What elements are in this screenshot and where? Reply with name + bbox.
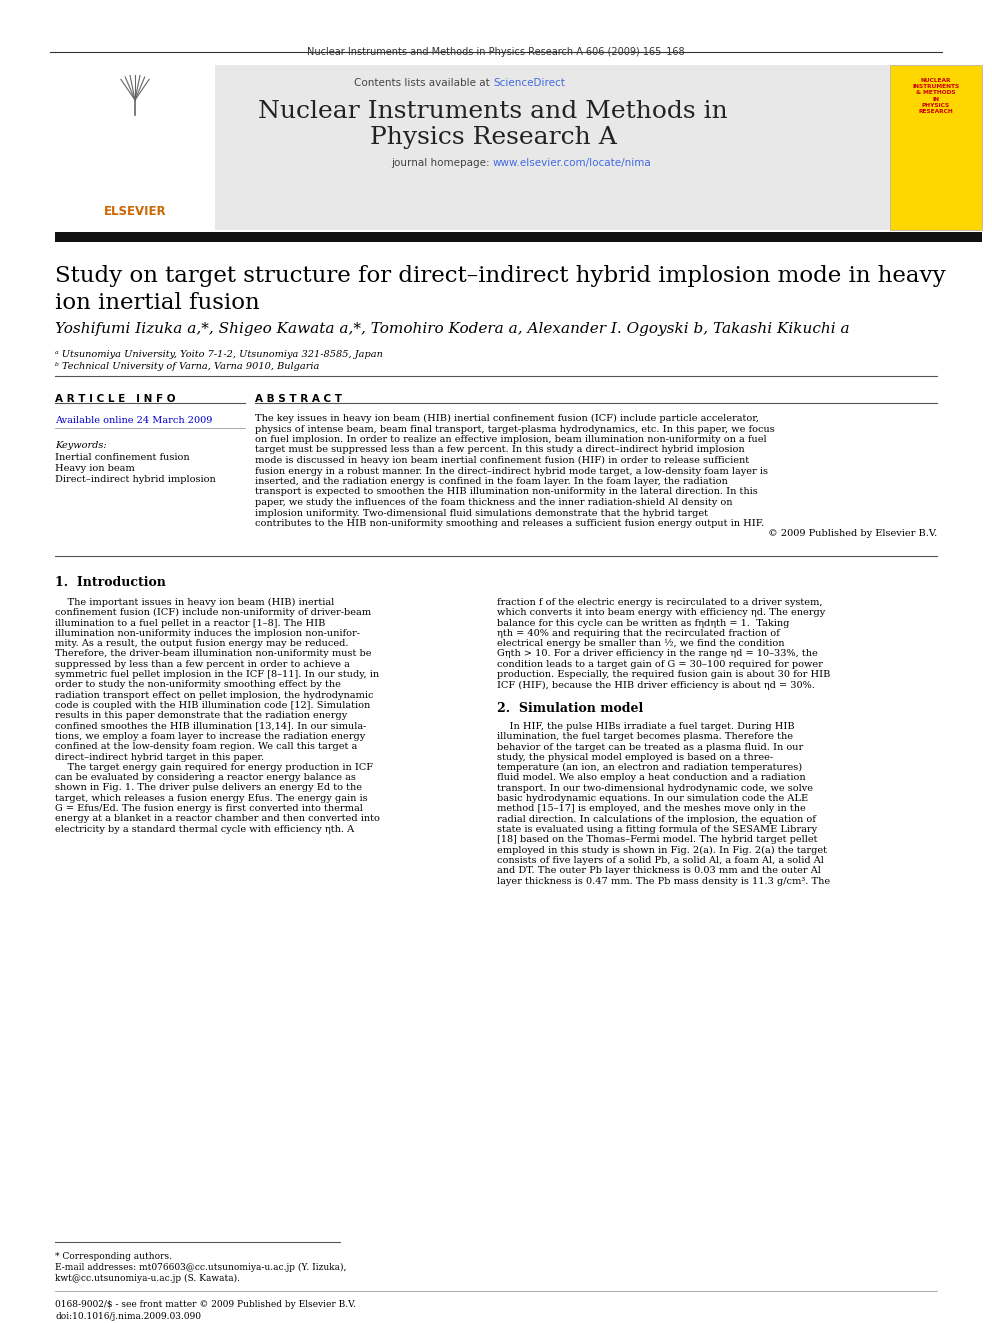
Text: study, the physical model employed is based on a three-: study, the physical model employed is ba… — [497, 753, 773, 762]
Text: A R T I C L E   I N F O: A R T I C L E I N F O — [55, 394, 176, 404]
Text: balance for this cycle can be written as fηdηth = 1.  Taking: balance for this cycle can be written as… — [497, 619, 790, 627]
Text: The key issues in heavy ion beam (HIB) inertial confinement fusion (ICF) include: The key issues in heavy ion beam (HIB) i… — [255, 414, 759, 423]
Text: 0168-9002/$ - see front matter © 2009 Published by Elsevier B.V.: 0168-9002/$ - see front matter © 2009 Pu… — [55, 1301, 356, 1308]
Text: radial direction. In calculations of the implosion, the equation of: radial direction. In calculations of the… — [497, 815, 815, 824]
Text: target must be suppressed less than a few percent. In this study a direct–indire: target must be suppressed less than a fe… — [255, 446, 745, 455]
Text: implosion uniformity. Two-dimensional fluid simulations demonstrate that the hyb: implosion uniformity. Two-dimensional fl… — [255, 508, 708, 517]
Text: Nuclear Instruments and Methods in: Nuclear Instruments and Methods in — [258, 101, 728, 123]
Text: journal homepage:: journal homepage: — [391, 157, 493, 168]
Text: ScienceDirect: ScienceDirect — [493, 78, 564, 89]
Text: direct–indirect hybrid target in this paper.: direct–indirect hybrid target in this pa… — [55, 753, 264, 762]
Text: confined at the low-density foam region. We call this target a: confined at the low-density foam region.… — [55, 742, 357, 751]
Text: mity. As a result, the output fusion energy may be reduced.: mity. As a result, the output fusion ene… — [55, 639, 348, 648]
Text: [18] based on the Thomas–Fermi model. The hybrid target pellet: [18] based on the Thomas–Fermi model. Th… — [497, 835, 817, 844]
Text: order to study the non-uniformity smoothing effect by the: order to study the non-uniformity smooth… — [55, 680, 341, 689]
Text: basic hydrodynamic equations. In our simulation code the ALE: basic hydrodynamic equations. In our sim… — [497, 794, 808, 803]
Text: employed in this study is shown in Fig. 2(a). In Fig. 2(a) the target: employed in this study is shown in Fig. … — [497, 845, 827, 855]
Text: transport. In our two-dimensional hydrodynamic code, we solve: transport. In our two-dimensional hydrod… — [497, 783, 813, 792]
Text: Available online 24 March 2009: Available online 24 March 2009 — [55, 415, 212, 425]
Text: www.elsevier.com/locate/nima: www.elsevier.com/locate/nima — [493, 157, 652, 168]
Text: illumination non-uniformity induces the implosion non-unifor-: illumination non-uniformity induces the … — [55, 628, 360, 638]
Text: NUCLEAR
INSTRUMENTS
& METHODS
IN
PHYSICS
RESEARCH: NUCLEAR INSTRUMENTS & METHODS IN PHYSICS… — [913, 78, 959, 114]
Text: consists of five layers of a solid Pb, a solid Al, a foam Al, a solid Al: consists of five layers of a solid Pb, a… — [497, 856, 824, 865]
Text: inserted, and the radiation energy is confined in the foam layer. In the foam la: inserted, and the radiation energy is co… — [255, 478, 728, 486]
Text: can be evaluated by considering a reactor energy balance as: can be evaluated by considering a reacto… — [55, 773, 356, 782]
Text: 2.  Simulation model: 2. Simulation model — [497, 703, 643, 714]
Text: © 2009 Published by Elsevier B.V.: © 2009 Published by Elsevier B.V. — [768, 529, 937, 538]
Text: Gηth > 10. For a driver efficiency in the range ηd = 10–33%, the: Gηth > 10. For a driver efficiency in th… — [497, 650, 817, 659]
Text: Yoshifumi Iizuka a,*, Shigeo Kawata a,*, Tomohiro Kodera a, Alexander I. Ogoyski: Yoshifumi Iizuka a,*, Shigeo Kawata a,*,… — [55, 321, 849, 336]
Text: which converts it into beam energy with efficiency ηd. The energy: which converts it into beam energy with … — [497, 609, 825, 618]
Text: fraction f of the electric energy is recirculated to a driver system,: fraction f of the electric energy is rec… — [497, 598, 822, 607]
Text: contributes to the HIB non-uniformity smoothing and releases a sufficient fusion: contributes to the HIB non-uniformity sm… — [255, 519, 764, 528]
Text: Direct–indirect hybrid implosion: Direct–indirect hybrid implosion — [55, 475, 215, 484]
Text: transport is expected to smoothen the HIB illumination non-uniformity in the lat: transport is expected to smoothen the HI… — [255, 487, 758, 496]
Text: Heavy ion beam: Heavy ion beam — [55, 464, 135, 474]
Text: ELSEVIER: ELSEVIER — [104, 205, 167, 218]
Text: and DT. The outer Pb layer thickness is 0.03 mm and the outer Al: and DT. The outer Pb layer thickness is … — [497, 867, 820, 876]
Text: suppressed by less than a few percent in order to achieve a: suppressed by less than a few percent in… — [55, 660, 350, 669]
Text: target, which releases a fusion energy Efus. The energy gain is: target, which releases a fusion energy E… — [55, 794, 368, 803]
Text: code is coupled with the HIB illumination code [12]. Simulation: code is coupled with the HIB illuminatio… — [55, 701, 370, 710]
Text: on fuel implosion. In order to realize an effective implosion, beam illumination: on fuel implosion. In order to realize a… — [255, 435, 767, 445]
Text: symmetric fuel pellet implosion in the ICF [8–11]. In our study, in: symmetric fuel pellet implosion in the I… — [55, 671, 379, 679]
Text: tions, we employ a foam layer to increase the radiation energy: tions, we employ a foam layer to increas… — [55, 732, 365, 741]
Text: doi:10.1016/j.nima.2009.03.090: doi:10.1016/j.nima.2009.03.090 — [55, 1312, 201, 1320]
Bar — [55, 65, 215, 230]
Text: production. Especially, the required fusion gain is about 30 for HIB: production. Especially, the required fus… — [497, 671, 830, 679]
Text: shown in Fig. 1. The driver pulse delivers an energy Ed to the: shown in Fig. 1. The driver pulse delive… — [55, 783, 362, 792]
Text: physics of intense beam, beam final transport, target-plasma hydrodynamics, etc.: physics of intense beam, beam final tran… — [255, 425, 775, 434]
Text: Nuclear Instruments and Methods in Physics Research A 606 (2009) 165–168: Nuclear Instruments and Methods in Physi… — [308, 48, 684, 57]
Text: confinement fusion (ICF) include non-uniformity of driver-beam: confinement fusion (ICF) include non-uni… — [55, 609, 371, 618]
Bar — [890, 65, 982, 230]
Text: confined smoothes the HIB illumination [13,14]. In our simula-: confined smoothes the HIB illumination [… — [55, 721, 366, 730]
Text: electricity by a standard thermal cycle with efficiency ηth. A: electricity by a standard thermal cycle … — [55, 824, 354, 833]
Text: results in this paper demonstrate that the radiation energy: results in this paper demonstrate that t… — [55, 712, 347, 720]
Text: ᵇ Technical University of Varna, Varna 9010, Bulgaria: ᵇ Technical University of Varna, Varna 9… — [55, 363, 319, 370]
Text: G = Efus/Ed. The fusion energy is first converted into thermal: G = Efus/Ed. The fusion energy is first … — [55, 804, 363, 814]
Text: Inertial confinement fusion: Inertial confinement fusion — [55, 452, 189, 462]
Text: ηth = 40% and requiring that the recirculated fraction of: ηth = 40% and requiring that the recircu… — [497, 628, 780, 638]
Text: In HIF, the pulse HIBs irradiate a fuel target. During HIB: In HIF, the pulse HIBs irradiate a fuel … — [497, 722, 795, 732]
Text: energy at a blanket in a reactor chamber and then converted into: energy at a blanket in a reactor chamber… — [55, 814, 380, 823]
Text: radiation transport effect on pellet implosion, the hydrodynamic: radiation transport effect on pellet imp… — [55, 691, 374, 700]
Text: A B S T R A C T: A B S T R A C T — [255, 394, 342, 404]
Text: Therefore, the driver-beam illumination non-uniformity must be: Therefore, the driver-beam illumination … — [55, 650, 371, 659]
Text: illumination to a fuel pellet in a reactor [1–8]. The HIB: illumination to a fuel pellet in a react… — [55, 619, 325, 627]
Text: Contents lists available at: Contents lists available at — [354, 78, 493, 89]
Text: kwt@cc.utsunomiya-u.ac.jp (S. Kawata).: kwt@cc.utsunomiya-u.ac.jp (S. Kawata). — [55, 1274, 240, 1283]
Text: 1.  Introduction: 1. Introduction — [55, 576, 166, 589]
Text: mode is discussed in heavy ion beam inertial confinement fusion (HIF) in order t: mode is discussed in heavy ion beam iner… — [255, 456, 749, 466]
Bar — [55, 65, 890, 230]
Text: The target energy gain required for energy production in ICF: The target energy gain required for ener… — [55, 763, 373, 771]
Text: Physics Research A: Physics Research A — [370, 126, 616, 149]
Text: paper, we study the influences of the foam thickness and the inner radiation-shi: paper, we study the influences of the fo… — [255, 497, 732, 507]
Text: Study on target structure for direct–indirect hybrid implosion mode in heavy
ion: Study on target structure for direct–ind… — [55, 265, 945, 314]
Text: fluid model. We also employ a heat conduction and a radiation: fluid model. We also employ a heat condu… — [497, 774, 806, 782]
Text: condition leads to a target gain of G = 30–100 required for power: condition leads to a target gain of G = … — [497, 660, 823, 669]
Text: ICF (HIF), because the HIB driver efficiency is about ηd = 30%.: ICF (HIF), because the HIB driver effici… — [497, 680, 814, 689]
Text: ᵃ Utsunomiya University, Yoito 7-1-2, Utsunomiya 321-8585, Japan: ᵃ Utsunomiya University, Yoito 7-1-2, Ut… — [55, 351, 383, 359]
Bar — [55, 232, 982, 242]
Text: behavior of the target can be treated as a plasma fluid. In our: behavior of the target can be treated as… — [497, 742, 804, 751]
Text: layer thickness is 0.47 mm. The Pb mass density is 11.3 g/cm³. The: layer thickness is 0.47 mm. The Pb mass … — [497, 877, 830, 885]
Text: temperature (an ion, an electron and radiation temperatures): temperature (an ion, an electron and rad… — [497, 763, 803, 773]
Text: illumination, the fuel target becomes plasma. Therefore the: illumination, the fuel target becomes pl… — [497, 733, 793, 741]
Text: fusion energy in a robust manner. In the direct–indirect hybrid mode target, a l: fusion energy in a robust manner. In the… — [255, 467, 768, 475]
Text: electrical energy be smaller than ½, we find the condition: electrical energy be smaller than ½, we … — [497, 639, 785, 648]
Text: method [15–17] is employed, and the meshes move only in the: method [15–17] is employed, and the mesh… — [497, 804, 806, 814]
Text: Keywords:: Keywords: — [55, 441, 106, 450]
Text: The important issues in heavy ion beam (HIB) inertial: The important issues in heavy ion beam (… — [55, 598, 334, 607]
Text: E-mail addresses: mt076603@cc.utsunomiya-u.ac.jp (Y. Iizuka),: E-mail addresses: mt076603@cc.utsunomiya… — [55, 1263, 346, 1273]
Text: state is evaluated using a fitting formula of the SESAME Library: state is evaluated using a fitting formu… — [497, 826, 817, 833]
Text: * Corresponding authors.: * Corresponding authors. — [55, 1252, 172, 1261]
